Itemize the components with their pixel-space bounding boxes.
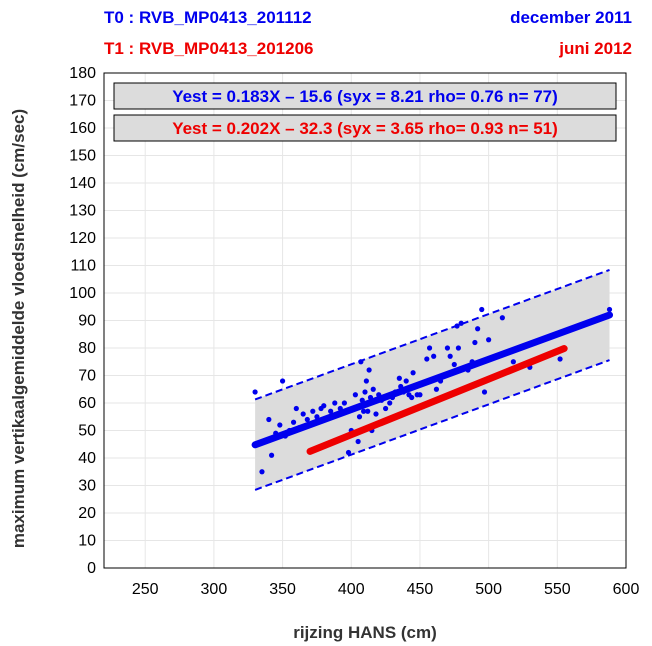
data-point <box>290 419 297 425</box>
data-point <box>606 306 613 313</box>
data-point <box>396 375 402 381</box>
y-tick-label: 130 <box>69 203 96 220</box>
data-point <box>472 339 478 346</box>
x-tick-label: 300 <box>201 581 228 598</box>
regression-line-t1 <box>306 345 568 455</box>
data-point <box>355 438 361 445</box>
data-point <box>510 359 516 365</box>
t1-date: juni 2012 <box>559 39 632 58</box>
data-point <box>321 403 327 409</box>
y-tick-label: 120 <box>69 230 96 247</box>
data-point <box>277 422 283 428</box>
data-point <box>328 408 334 414</box>
data-point <box>387 400 393 406</box>
data-point <box>293 405 299 412</box>
regression-line-t0 <box>251 311 614 449</box>
x-tick-label: 450 <box>407 581 434 598</box>
x-tick-label: 400 <box>338 581 365 598</box>
y-tick-label: 50 <box>78 423 96 440</box>
data-point <box>481 389 488 395</box>
data-point <box>424 356 430 362</box>
data-point <box>279 378 286 384</box>
data-point <box>363 378 369 384</box>
y-tick-label: 10 <box>78 533 96 550</box>
data-point <box>356 414 363 420</box>
data-point <box>352 392 358 398</box>
data-point <box>475 326 481 332</box>
y-axis-label: maximum vertikaalgemiddelde vloedsnelhei… <box>9 109 28 548</box>
plot-frame <box>103 72 627 569</box>
data-point <box>410 370 416 376</box>
data-point <box>361 408 367 414</box>
x-axis-label: rijzing HANS (cm) <box>293 623 437 642</box>
data-point <box>373 411 379 417</box>
data-point <box>431 353 437 359</box>
data-point <box>426 345 433 351</box>
y-tick-label: 0 <box>87 560 96 577</box>
y-tick-label: 40 <box>78 450 96 467</box>
y-tick-label: 150 <box>69 148 96 165</box>
y-tick-label: 80 <box>78 340 96 357</box>
data-point <box>310 408 316 414</box>
data-point <box>358 359 364 365</box>
data-point <box>252 389 258 395</box>
data-point <box>417 392 423 398</box>
data-point <box>341 400 347 406</box>
y-tick-label: 180 <box>69 65 96 82</box>
lower-bound-line <box>254 359 610 491</box>
y-tick-label: 170 <box>69 93 96 110</box>
data-point <box>304 416 310 423</box>
data-point <box>259 469 265 475</box>
data-point <box>455 345 462 351</box>
data-point <box>409 394 415 401</box>
data-point <box>332 400 338 406</box>
y-tick-label: 20 <box>78 505 96 522</box>
y-tick-label: 70 <box>78 368 96 385</box>
y-tick-label: 160 <box>69 120 96 137</box>
x-tick-label: 350 <box>269 581 296 598</box>
y-tick-label: 60 <box>78 395 96 412</box>
data-point <box>433 386 440 392</box>
data-point <box>451 361 457 368</box>
x-tick-label: 600 <box>613 581 640 598</box>
axis-ticks: 250 300 350 400 450 500 550 600 0 10 20 30 40 50 60 70 8… <box>69 65 639 598</box>
data-point <box>403 378 409 384</box>
equation-boxes: Yest = 0.183X – 15.6 (syx = 8.21 rho= 0.… <box>113 82 617 142</box>
data-point <box>345 449 352 456</box>
data-point <box>557 356 563 362</box>
data-point <box>370 386 376 392</box>
y-tick-label: 110 <box>70 258 96 275</box>
t0-date: december 2011 <box>510 8 632 27</box>
t0-label: T0 : RVB_MP0413_201112 <box>104 8 312 27</box>
x-tick-label: 500 <box>475 581 502 598</box>
x-tick-label: 550 <box>544 581 571 598</box>
data-point <box>383 405 389 412</box>
data-point <box>499 315 505 321</box>
data-point <box>447 353 453 359</box>
y-tick-label: 30 <box>78 478 96 495</box>
equation-text: Yest = 0.202X – 32.3 (syx = 3.65 rho= 0.… <box>172 119 558 138</box>
fit-lines <box>251 311 614 455</box>
data-point <box>366 367 372 373</box>
data-point <box>486 337 492 343</box>
data-point <box>300 411 306 417</box>
data-point <box>479 306 485 313</box>
y-tick-label: 100 <box>69 285 96 302</box>
data-point <box>454 323 460 329</box>
y-tick-label: 90 <box>78 313 96 330</box>
data-point <box>362 389 368 395</box>
equation-box <box>113 82 617 110</box>
data-point <box>268 452 275 458</box>
upper-bound-line <box>254 268 610 401</box>
data-point <box>365 408 371 414</box>
t1-label: T1 : RVB_MP0413_201206 <box>104 39 314 58</box>
equation-text: Yest = 0.183X – 15.6 (syx = 8.21 rho= 0.… <box>172 87 558 106</box>
equation-box <box>113 114 617 142</box>
data-point <box>444 345 451 351</box>
y-tick-label: 140 <box>69 175 96 192</box>
x-tick-label: 250 <box>132 581 159 598</box>
data-point <box>266 416 272 423</box>
data-point <box>458 320 464 326</box>
